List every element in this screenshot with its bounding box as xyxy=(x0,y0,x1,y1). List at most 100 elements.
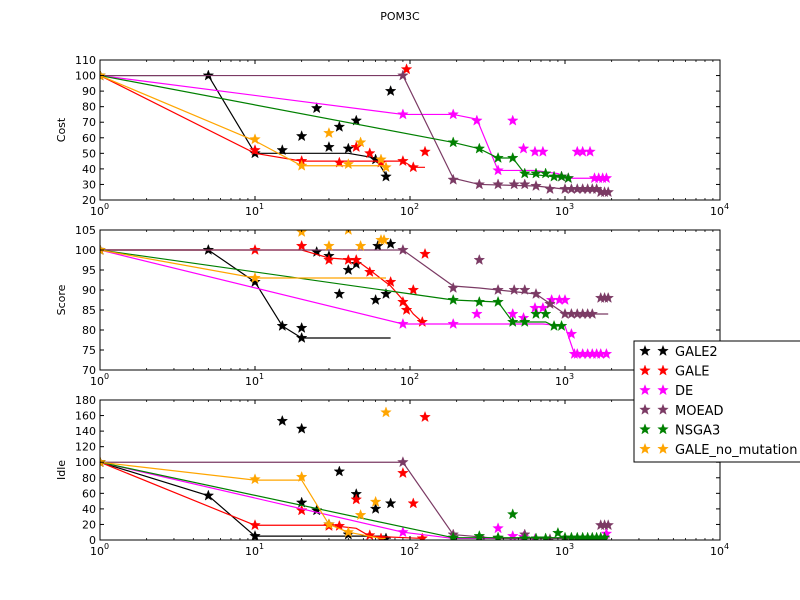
series-line xyxy=(100,461,607,540)
data-point xyxy=(559,293,571,305)
legend-marker xyxy=(639,403,651,415)
data-point xyxy=(249,144,261,156)
data-point xyxy=(350,493,363,505)
x-tick-label: 10 xyxy=(245,205,259,218)
y-tick-label: 100 xyxy=(75,456,96,469)
x-tick-label: 10 xyxy=(400,375,414,388)
data-point xyxy=(249,271,261,283)
data-point xyxy=(537,301,549,313)
data-point xyxy=(333,287,346,299)
data-point xyxy=(471,307,483,319)
y-tick-label: 40 xyxy=(82,163,96,176)
data-point xyxy=(419,145,431,157)
y-tick-label: 110 xyxy=(75,54,96,67)
data-point xyxy=(552,526,564,538)
data-point xyxy=(276,414,289,426)
data-point xyxy=(323,518,335,530)
data-point xyxy=(473,178,486,190)
data-point xyxy=(380,170,392,182)
data-point xyxy=(530,287,542,299)
x-tick-exponent: 1 xyxy=(259,372,264,381)
data-point xyxy=(518,167,531,179)
data-point xyxy=(506,508,519,520)
data-point xyxy=(539,532,552,540)
y-tick-label: 75 xyxy=(82,344,96,357)
legend-marker xyxy=(639,442,651,454)
data-point xyxy=(473,253,486,265)
data-point xyxy=(400,303,413,315)
data-point xyxy=(397,467,409,479)
data-point xyxy=(492,295,504,307)
data-point xyxy=(602,519,614,531)
data-point xyxy=(354,136,367,148)
data-point xyxy=(562,172,575,184)
series-line xyxy=(100,249,423,323)
x-tick-label: 10 xyxy=(710,545,724,558)
legend: GALE2 GALE DE MOEAD NSGA3 GALE_no_mutation xyxy=(633,340,800,463)
series-moead xyxy=(100,69,614,198)
x-tick-label: 10 xyxy=(555,375,569,388)
data-point xyxy=(508,178,520,190)
data-point xyxy=(380,287,392,299)
data-point xyxy=(369,293,382,305)
y-axis-label: Score xyxy=(55,284,68,315)
data-point xyxy=(492,531,504,540)
y-tick-label: 120 xyxy=(75,441,96,454)
data-point xyxy=(539,307,552,319)
data-point xyxy=(333,465,346,477)
data-point xyxy=(506,114,519,126)
y-tick-label: 60 xyxy=(82,132,96,145)
data-point xyxy=(100,456,106,468)
legend-entry-gale: GALE xyxy=(639,364,709,380)
data-point xyxy=(506,151,519,163)
x-tick-label: 10 xyxy=(555,545,569,558)
data-point xyxy=(492,164,504,176)
data-point xyxy=(354,239,367,251)
data-point xyxy=(419,411,431,423)
data-point xyxy=(530,167,542,179)
x-tick-label: 10 xyxy=(90,545,104,558)
legend-marker xyxy=(639,344,651,356)
data-point xyxy=(323,127,335,139)
chart-title: POM3C xyxy=(380,10,420,23)
legend-entry-gale2: GALE2 xyxy=(639,344,718,360)
legend-marker xyxy=(657,442,669,454)
data-point xyxy=(397,69,409,81)
data-point xyxy=(506,530,519,540)
data-point xyxy=(602,291,614,303)
data-point xyxy=(354,509,367,521)
data-point xyxy=(397,243,409,255)
x-tick-exponent: 1 xyxy=(259,202,264,211)
x-tick-exponent: 2 xyxy=(414,202,419,211)
data-point xyxy=(249,519,261,531)
data-point xyxy=(397,526,409,538)
data-point xyxy=(555,170,568,182)
plot-frame xyxy=(99,229,721,371)
legend-label: GALE_no_mutation xyxy=(675,443,797,458)
data-point xyxy=(378,233,390,245)
series-gale xyxy=(100,239,431,327)
x-tick-label: 10 xyxy=(555,205,569,218)
data-point xyxy=(397,155,409,167)
data-point xyxy=(397,295,409,307)
data-point xyxy=(447,108,459,120)
legend-label: GALE2 xyxy=(675,345,718,360)
data-point xyxy=(384,497,397,509)
y-tick-label: 30 xyxy=(82,178,96,191)
x-tick-label: 10 xyxy=(90,205,104,218)
data-point xyxy=(295,321,308,333)
y-tick-label: 180 xyxy=(75,394,96,407)
series-de xyxy=(100,243,613,359)
data-point xyxy=(295,504,308,516)
series-gale2 xyxy=(100,237,397,343)
legend-marker xyxy=(657,403,669,415)
x-tick-exponent: 0 xyxy=(104,372,109,381)
y-axis-label: Cost xyxy=(55,117,68,142)
series-moead xyxy=(100,243,614,319)
data-point xyxy=(333,120,346,132)
series-line xyxy=(100,75,386,167)
data-point xyxy=(342,158,355,170)
y-tick-label: 90 xyxy=(82,284,96,297)
